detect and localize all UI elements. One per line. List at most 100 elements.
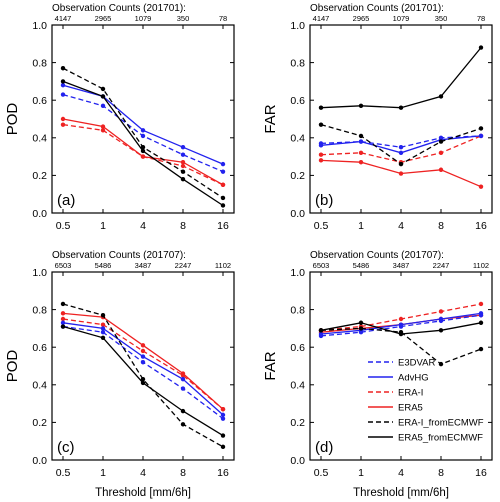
data-point (220, 203, 226, 208)
data-point (318, 333, 324, 339)
data-point (220, 416, 226, 421)
series-line (62, 67, 224, 199)
data-point (140, 145, 146, 150)
y-tick-label: 0.2 (290, 417, 305, 429)
x-tick-label: 16 (475, 220, 487, 232)
panel-label: (a) (57, 192, 75, 209)
data-point (438, 361, 444, 367)
legend-entry: AdvHG (398, 373, 429, 384)
y-tick-label: 0.6 (32, 95, 47, 107)
series-ERA5_fromECMWF (318, 45, 484, 110)
data-point (100, 94, 106, 99)
data-point (60, 122, 66, 127)
x-tick-label: 16 (217, 220, 229, 232)
data-point (220, 412, 226, 418)
observation-count-label: 3487 (393, 261, 410, 270)
x-tick-label: 0.5 (56, 467, 71, 479)
observation-count-label: 78 (219, 14, 227, 23)
panel-2: 0.0 0.2 0.4 0.6 0.8 1.0 0.5 6503 1 5486 4 3487 8 2247… (4, 250, 235, 499)
y-tick-label: 0.6 (32, 342, 47, 354)
data-point (220, 433, 226, 438)
data-point (100, 124, 106, 129)
observation-counts-title: Observation Counts (201701): (310, 3, 444, 14)
y-tick-label: 0.4 (32, 380, 47, 392)
x-tick-label: 4 (140, 467, 146, 479)
data-point (180, 373, 186, 378)
data-point (478, 301, 484, 307)
panel-label: (b) (315, 192, 333, 209)
series-ERA-I_fromECMWF (60, 66, 226, 201)
y-tick-label: 0.8 (290, 57, 305, 69)
data-point (60, 316, 66, 322)
data-point (100, 128, 106, 133)
panel-1: 0.0 0.2 0.4 0.6 0.8 1.0 0.5 4147 1 2965 4 1079 8 350 1… (262, 3, 493, 232)
y-tick-label: 1.0 (290, 20, 305, 32)
y-tick-label: 0.2 (32, 170, 47, 182)
y-tick-label: 0.8 (32, 304, 47, 316)
data-point (60, 116, 66, 122)
series-ERA5 (318, 158, 484, 189)
x-tick-label: 4 (398, 467, 404, 479)
series-line (62, 93, 224, 173)
y-tick-label: 0.0 (32, 455, 47, 467)
x-tick-label: 0.5 (314, 467, 329, 479)
data-point (398, 316, 404, 322)
x-axis-label: Threshold [mm/6h] (95, 487, 191, 499)
y-tick-label: 1.0 (290, 267, 305, 279)
observation-count-label: 2965 (353, 14, 370, 23)
data-point (180, 145, 186, 150)
legend-entry: E3DVAR (398, 358, 435, 369)
data-point (438, 167, 444, 172)
observation-counts-title: Observation Counts (201707): (310, 250, 444, 261)
data-point (140, 380, 146, 386)
x-axis-label: Threshold [mm/6h] (353, 487, 449, 499)
y-tick-label: 0.4 (290, 133, 305, 145)
data-point (358, 160, 364, 165)
data-point (220, 169, 226, 174)
data-point (438, 328, 444, 333)
series-E3DVAR (60, 324, 226, 421)
x-tick-label: 4 (398, 220, 404, 232)
data-point (318, 158, 324, 163)
series-line (62, 325, 224, 420)
data-point (60, 301, 66, 307)
data-point (100, 313, 106, 318)
data-point (478, 320, 484, 325)
data-point (358, 103, 364, 109)
data-point (180, 386, 186, 391)
data-point (180, 169, 186, 174)
x-tick-label: 1 (358, 220, 364, 232)
data-point (140, 343, 146, 348)
data-point (220, 407, 226, 412)
x-tick-label: 16 (475, 467, 487, 479)
panel-3: 0.0 0.2 0.4 0.6 0.8 1.0 0.5 6503 1 5486 4 3487 8 2247… (262, 250, 493, 499)
series-line (62, 80, 224, 207)
series-E3DVAR (60, 92, 226, 174)
data-point (100, 322, 106, 327)
legend-entry: ERA5 (398, 403, 423, 414)
observation-count-label: 1102 (215, 261, 231, 270)
data-point (358, 329, 364, 335)
observation-count-label: 78 (477, 14, 485, 23)
data-point (220, 195, 226, 201)
data-point (140, 376, 146, 382)
data-point (180, 152, 186, 157)
data-point (60, 92, 66, 97)
observation-count-label: 5486 (95, 261, 112, 270)
y-tick-label: 0.0 (32, 208, 47, 220)
series-ERA-I_fromECMWF (318, 122, 484, 167)
legend-entry: ERA5_fromECMWF (398, 433, 483, 444)
observation-count-label: 4147 (313, 14, 330, 23)
observation-count-label: 2247 (175, 261, 192, 270)
data-point (180, 176, 186, 182)
x-tick-label: 8 (180, 467, 186, 479)
observation-count-label: 3487 (135, 261, 152, 270)
x-tick-label: 1 (100, 220, 106, 232)
series-line (320, 47, 482, 109)
data-point (180, 422, 186, 427)
observation-count-label: 350 (435, 14, 448, 23)
data-point (398, 105, 404, 110)
y-axis-label: POD (4, 103, 21, 136)
data-point (318, 152, 324, 157)
data-point (100, 335, 106, 340)
